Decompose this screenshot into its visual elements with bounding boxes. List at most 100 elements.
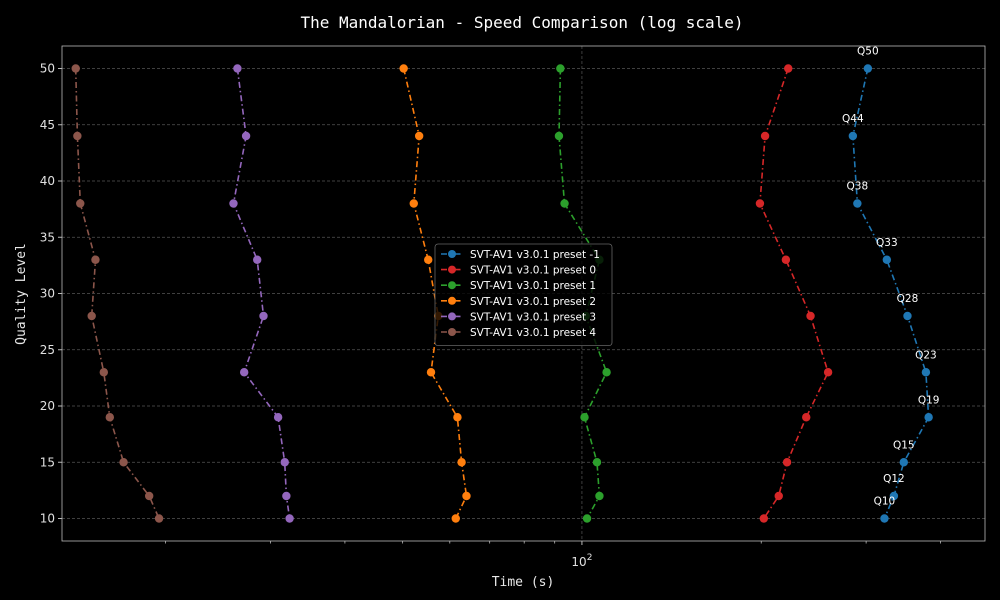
data-point: [424, 255, 433, 264]
data-point: [802, 413, 811, 422]
data-point: [781, 255, 791, 264]
data-point: [253, 255, 262, 264]
data-point: [903, 311, 912, 321]
data-point: [273, 413, 283, 422]
data-point: [457, 458, 466, 467]
legend-marker: [448, 312, 456, 321]
data-point: [760, 131, 770, 141]
data-point: [921, 368, 931, 377]
x-axis-label: Time (s): [492, 575, 555, 590]
data-point: [889, 491, 899, 501]
y-tick-label: 30: [40, 287, 55, 301]
series-5: [71, 64, 164, 523]
legend-marker: [448, 250, 456, 258]
point-annotation: Q38: [847, 181, 869, 193]
data-point: [560, 199, 569, 208]
data-point: [880, 514, 889, 523]
y-tick-label: 20: [40, 399, 55, 413]
data-point: [784, 64, 793, 73]
data-point: [99, 368, 108, 377]
data-point: [863, 64, 873, 73]
legend-label: SVT-AV1 v3.0.1 preset 3: [470, 311, 596, 323]
legend-box: [434, 243, 613, 346]
data-point: [154, 514, 164, 523]
data-point: [105, 413, 115, 422]
data-point: [233, 64, 242, 73]
chart-title: The Mandalorian - Speed Comparison (log …: [300, 13, 743, 32]
data-point: [823, 368, 833, 377]
data-point: [580, 413, 589, 422]
y-tick-label: 10: [40, 512, 55, 526]
data-point: [409, 199, 418, 208]
data-point: [91, 255, 100, 264]
data-point: [282, 491, 291, 501]
data-point: [595, 491, 604, 501]
legend-marker: [448, 281, 456, 290]
series-3: [399, 64, 471, 523]
data-point: [602, 368, 611, 377]
plot-frame: [61, 45, 986, 542]
point-annotation: Q10: [874, 496, 896, 508]
data-point: [239, 368, 249, 377]
data-point: [899, 458, 908, 467]
data-point: [556, 64, 565, 73]
data-point: [782, 458, 792, 467]
data-point: [924, 413, 933, 422]
data-point: [71, 64, 80, 73]
legend-label: SVT-AV1 v3.0.1 preset 1: [470, 280, 596, 292]
data-point: [453, 413, 462, 422]
data-point: [592, 458, 602, 467]
point-annotation: Q28: [897, 293, 919, 305]
series-4: [229, 64, 294, 523]
y-tick-label: 45: [40, 118, 55, 132]
y-tick-label: 40: [40, 174, 55, 188]
data-point: [462, 491, 471, 501]
data-point: [882, 255, 892, 264]
legend-label: SVT-AV1 v3.0.1 preset 0: [470, 265, 596, 277]
data-point: [426, 368, 436, 377]
data-point: [451, 514, 460, 523]
legend-marker: [448, 328, 456, 336]
series-layer: [71, 64, 933, 523]
data-point: [285, 514, 294, 523]
y-tick-label: 50: [40, 62, 55, 76]
data-point: [241, 131, 251, 141]
data-point: [144, 491, 154, 501]
legend-marker: [448, 265, 456, 274]
data-point: [119, 458, 128, 467]
series-0: [848, 64, 933, 523]
y-tick-label: 15: [40, 455, 55, 469]
point-annotation: Q44: [842, 113, 864, 125]
point-annotation: Q33: [876, 237, 898, 249]
series-line: [852, 68, 930, 519]
x-tick-label-exponent: 2: [587, 553, 593, 563]
series-line: [74, 68, 160, 519]
series-line: [402, 68, 468, 519]
y-axis-label: Quality Level: [14, 243, 29, 345]
series-1: [755, 64, 833, 523]
legend-label: SVT-AV1 v3.0.1 preset 4: [470, 327, 596, 339]
data-point: [280, 458, 289, 467]
data-point: [399, 64, 408, 73]
data-point: [759, 514, 769, 523]
legend-label: SVT-AV1 v3.0.1 preset -1: [470, 249, 600, 261]
data-point: [806, 311, 815, 321]
data-point: [259, 311, 268, 321]
legend-label: SVT-AV1 v3.0.1 preset 2: [470, 296, 596, 308]
legend: SVT-AV1 v3.0.1 preset -1 SVT-AV1 v3.0.1 p…: [434, 243, 613, 346]
data-point: [87, 311, 96, 321]
data-point: [76, 199, 85, 208]
point-annotation: Q15: [893, 439, 915, 451]
data-point: [554, 131, 564, 141]
data-point: [582, 514, 592, 523]
data-point: [848, 131, 858, 141]
y-tick-label: 35: [40, 230, 55, 244]
x-tick-label-base: 10: [571, 555, 586, 569]
y-tick-label: 25: [40, 343, 55, 357]
point-annotation: Q23: [915, 349, 937, 361]
x-tick-label: 102: [571, 553, 592, 569]
point-annotation: Q50: [857, 46, 879, 58]
data-point: [755, 199, 765, 208]
